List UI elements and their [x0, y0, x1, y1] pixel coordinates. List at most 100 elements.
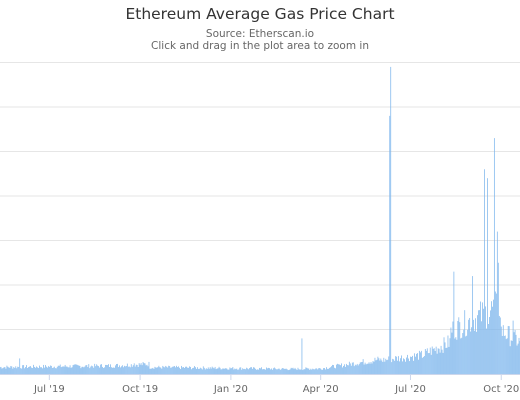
bar	[116, 364, 117, 374]
bar	[65, 366, 67, 374]
bar	[418, 350, 420, 374]
bar	[431, 346, 433, 374]
bar	[332, 364, 333, 374]
bar	[455, 337, 457, 374]
x-tick-label: Apr '20	[303, 384, 339, 395]
bar	[300, 369, 302, 374]
bar	[269, 369, 271, 374]
bar	[104, 367, 105, 374]
bar	[152, 367, 154, 374]
bar	[87, 367, 89, 374]
bar	[400, 358, 401, 374]
bar	[46, 367, 48, 374]
bar	[453, 271, 455, 374]
bar	[362, 359, 364, 374]
zoom-hint: Click and drag in the plot area to zoom …	[151, 40, 369, 52]
bar	[505, 339, 507, 374]
bar	[286, 369, 288, 374]
bar	[212, 367, 214, 374]
bar	[66, 366, 68, 374]
bar	[299, 369, 301, 374]
bar	[203, 367, 205, 374]
bar	[251, 367, 252, 374]
bar	[367, 363, 369, 374]
bar	[150, 368, 152, 374]
bar	[484, 169, 485, 374]
bar	[110, 364, 111, 374]
bar	[216, 368, 218, 374]
bar	[120, 367, 121, 374]
bar	[125, 366, 127, 374]
bar	[229, 367, 231, 374]
bar	[201, 369, 203, 374]
bar	[353, 366, 355, 374]
bar	[132, 365, 134, 374]
bar	[382, 361, 384, 374]
bar	[146, 364, 148, 374]
bar	[234, 368, 236, 374]
bar	[48, 366, 50, 374]
bar	[358, 364, 360, 374]
bar	[489, 316, 490, 374]
bar	[349, 363, 351, 374]
bar	[181, 365, 182, 374]
bar	[423, 356, 425, 374]
bar	[344, 366, 346, 374]
bar	[156, 367, 158, 374]
bar	[29, 366, 30, 374]
bar	[501, 335, 503, 374]
bar	[335, 368, 336, 374]
bar	[472, 276, 474, 374]
bar	[99, 367, 101, 374]
bar	[179, 367, 180, 374]
bar	[75, 364, 77, 374]
bar	[397, 360, 399, 374]
bar	[319, 368, 321, 374]
bar	[235, 369, 237, 374]
bar	[415, 356, 416, 374]
bar	[469, 317, 471, 374]
bar	[176, 365, 177, 374]
bar	[262, 369, 263, 374]
bar	[487, 178, 488, 374]
bar	[339, 364, 340, 374]
bar	[31, 367, 32, 374]
bar	[294, 367, 296, 374]
bar	[38, 368, 39, 374]
bar	[180, 369, 181, 374]
bar	[178, 366, 179, 374]
bar	[33, 364, 34, 374]
bar	[425, 350, 427, 374]
bar	[71, 367, 73, 374]
bar	[471, 327, 473, 374]
bar	[255, 368, 256, 374]
bar	[168, 365, 170, 374]
bar	[143, 363, 145, 374]
bar	[271, 369, 273, 374]
bar	[394, 360, 396, 374]
bar	[333, 365, 334, 374]
bar	[222, 368, 224, 374]
bar	[306, 367, 308, 374]
bar	[452, 321, 454, 374]
bar	[507, 325, 509, 374]
bar	[183, 367, 184, 374]
bar	[365, 364, 367, 374]
bar	[34, 366, 35, 374]
bar	[231, 368, 233, 374]
bar	[130, 364, 132, 374]
bar	[357, 365, 359, 374]
bar	[188, 367, 189, 374]
bar	[465, 336, 467, 374]
bar	[288, 369, 290, 374]
bar	[232, 367, 234, 374]
bar	[433, 348, 435, 374]
bar	[348, 361, 350, 374]
bar	[106, 364, 107, 374]
bar	[102, 366, 103, 374]
bar	[195, 368, 197, 374]
bar	[388, 356, 390, 374]
bar	[497, 262, 499, 374]
